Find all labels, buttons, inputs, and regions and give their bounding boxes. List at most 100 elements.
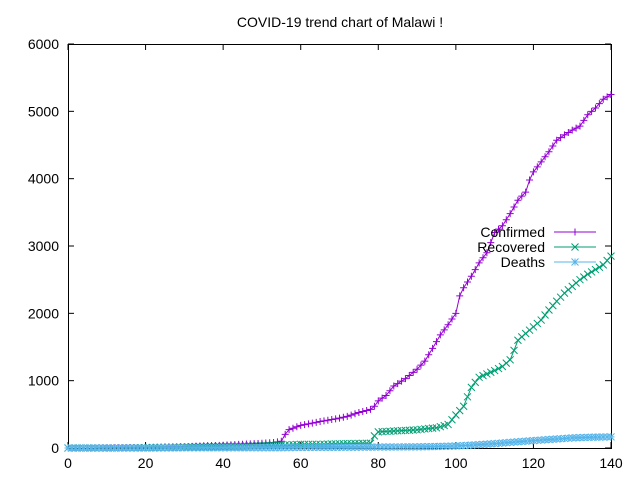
x-tick-label: 20 [138,455,154,471]
confirmed-point [591,104,599,112]
deaths-point [250,443,259,452]
deaths-point [312,443,321,452]
x-tick-label: 140 [599,455,623,471]
recovered-point [579,273,588,281]
y-tick-label: 5000 [28,103,59,119]
confirmed-point [336,414,343,422]
legend-swatch-marker [571,243,579,251]
confirmed-point [378,394,386,402]
deaths-point [420,442,429,451]
deaths-point [393,443,402,451]
confirmed-point [390,382,398,390]
deaths-point [161,444,169,452]
y-tick-label: 4000 [28,171,59,187]
deaths-point [506,438,515,447]
deaths-point [490,439,499,448]
confirmed-point [479,254,487,262]
recovered-point [506,355,515,364]
deaths-point [79,444,88,452]
confirmed-point [409,368,417,376]
deaths-point [203,443,212,452]
deaths-point [219,443,227,452]
deaths-point [281,443,290,452]
deaths-point [351,443,359,452]
confirmed-point [293,423,301,431]
deaths-point [68,444,76,452]
deaths-point [517,437,526,446]
deaths-point [382,443,390,451]
confirmed-point [588,107,596,115]
deaths-point [196,443,204,452]
recovered-point [587,268,596,276]
deaths-point [370,443,379,451]
confirmed-point [316,418,324,426]
confirmed-point [289,424,297,432]
confirmed-point [448,315,456,323]
deaths-point [254,443,262,452]
deaths-point [560,434,569,443]
confirmed-point [564,129,572,137]
confirmed-point [301,421,309,429]
deaths-point [374,443,383,451]
confirmed-point [386,387,394,395]
deaths-point [296,443,305,452]
y-tick-label: 6000 [28,36,59,52]
deaths-point [223,443,231,452]
deaths-point [137,444,146,452]
deaths-point [261,443,270,452]
deaths-point [145,444,154,452]
deaths-point [564,434,573,443]
confirmed-point [572,124,580,132]
confirmed-point [355,409,363,417]
confirmed-point [518,192,526,200]
deaths-point [417,442,425,451]
deaths-point [153,444,162,452]
deaths-point [521,437,530,446]
deaths-point [207,443,216,452]
deaths-point [304,443,313,452]
confirmed-point [429,344,437,352]
deaths-point [265,443,274,452]
confirmed-point [529,168,537,176]
deaths-point [514,437,522,446]
deaths-point [358,443,367,452]
confirmed-point [456,292,464,300]
confirmed-point [320,417,328,425]
deaths-point [541,435,549,444]
deaths-point [401,443,410,451]
confirmed-point [576,122,584,130]
confirmed-point [603,93,611,101]
deaths-point [494,439,503,448]
deaths-point [552,435,561,443]
deaths-point [289,443,297,452]
recovered-point [576,275,584,284]
confirmed-point [436,331,444,339]
deaths-point [529,436,538,445]
confirmed-point [533,163,541,171]
confirmed-point [440,326,448,334]
deaths-point [607,433,615,441]
confirmed-point [401,375,409,383]
recovered-point [510,346,518,355]
confirmed-point [374,397,382,405]
deaths-point [405,443,414,451]
x-tick-label: 60 [293,455,309,471]
deaths-point [537,436,546,444]
deaths-point [292,443,301,452]
deaths-point [327,443,336,452]
confirmed-point [312,418,320,426]
deaths-point [525,437,534,445]
y-tick-label: 2000 [28,305,59,321]
confirmed-point [607,91,615,98]
confirmed-point [495,225,503,233]
series-confirmed [64,91,615,452]
confirmed-point [599,95,607,103]
x-tick-label: 120 [522,455,546,471]
confirmed-point [359,407,367,415]
deaths-point [230,443,239,452]
y-tick-label: 1000 [28,373,59,389]
deaths-point [483,440,491,448]
deaths-point [475,440,483,449]
deaths-point [339,443,348,452]
